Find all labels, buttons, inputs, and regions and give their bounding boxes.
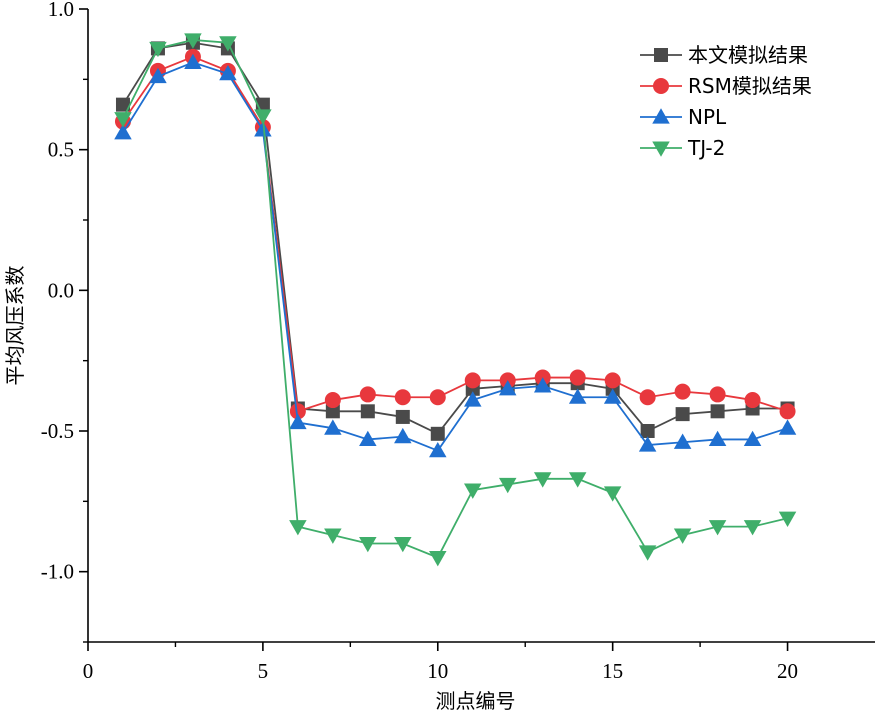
data-point [219, 36, 237, 52]
data-point [394, 389, 411, 406]
data-point [114, 124, 132, 140]
data-point [498, 380, 517, 396]
data-point [603, 486, 622, 502]
data-point [675, 407, 690, 422]
data-point [464, 372, 481, 389]
y-tick-label: 1.0 [48, 0, 74, 21]
data-point [325, 404, 340, 419]
legend-item: 本文模拟结果 [640, 43, 808, 67]
data-point [115, 97, 130, 112]
legend-marker [652, 108, 670, 124]
data-point [640, 424, 655, 438]
data-point [429, 551, 447, 567]
data-point [394, 536, 412, 553]
y-axis-title: 平均风压系数 [3, 266, 27, 386]
legend-marker [653, 78, 669, 94]
y-tick-label: 0.0 [48, 278, 74, 302]
data-point [673, 433, 692, 449]
data-point [464, 391, 482, 407]
data-point [778, 419, 797, 435]
data-point [254, 121, 272, 137]
legend-label: RSM模拟结果 [688, 74, 812, 98]
legend-label: TJ-2 [687, 136, 725, 160]
data-point [394, 427, 412, 444]
x-tick-label: 0 [83, 659, 94, 683]
x-ticks: 0 5 10 15 20 [83, 642, 798, 683]
data-point [114, 112, 132, 128]
data-point [710, 404, 725, 419]
legend-marker [652, 141, 670, 157]
x-tick-label: 5 [258, 659, 269, 683]
data-point [709, 386, 726, 403]
data-point [744, 392, 761, 409]
data-point [324, 528, 342, 544]
data-point [359, 430, 377, 447]
data-point [674, 383, 691, 400]
legend-marker [654, 48, 668, 62]
x-tick-label: 15 [602, 659, 623, 683]
data-point [568, 388, 587, 404]
data-point [604, 372, 621, 389]
data-point [430, 426, 445, 441]
y-tick-label: 0.5 [48, 138, 74, 162]
data-point [603, 388, 622, 404]
axes: 1.0 0.5 0.0 -0.5 -1.0 0 5 10 15 20 [41, 0, 875, 683]
series-3 [114, 53, 797, 458]
data-point [708, 430, 727, 447]
data-point [639, 389, 656, 406]
legend-item: NPL [640, 105, 727, 129]
data-point [498, 477, 517, 494]
data-point [289, 520, 307, 536]
data-point [638, 436, 657, 452]
legend-label: 本文模拟结果 [688, 43, 808, 67]
series-line [122, 39, 788, 559]
legend-item: TJ-2 [640, 136, 725, 160]
data-point [779, 403, 796, 420]
series-line [122, 61, 788, 452]
data-point [289, 403, 306, 420]
data-point [778, 511, 797, 527]
data-point [324, 419, 342, 435]
x-axis-title: 测点编号 [436, 689, 516, 712]
data-point [359, 386, 376, 403]
data-point [254, 109, 272, 125]
series-4 [114, 33, 797, 567]
data-point [429, 389, 446, 406]
series-layer [114, 33, 797, 567]
data-point [184, 53, 202, 70]
y-ticks: 1.0 0.5 0.0 -0.5 -1.0 [41, 0, 88, 643]
data-point [464, 483, 482, 499]
data-point [184, 33, 202, 49]
data-point [149, 67, 167, 84]
data-point [673, 528, 692, 544]
legend: 本文模拟结果 RSM模拟结果 NPL TJ-2 [640, 43, 812, 160]
data-point [219, 64, 237, 81]
data-point [638, 545, 657, 561]
legend-item: RSM模拟结果 [640, 74, 812, 98]
data-point [359, 536, 377, 553]
x-tick-label: 20 [777, 659, 798, 683]
legend-label: NPL [688, 105, 727, 129]
data-point [743, 430, 762, 447]
y-tick-label: -0.5 [41, 419, 74, 443]
data-point [360, 404, 375, 419]
data-point [429, 441, 447, 458]
data-point [533, 472, 552, 488]
series-line [122, 41, 788, 435]
data-point [743, 520, 762, 536]
data-point [569, 369, 586, 386]
x-tick-label: 10 [427, 659, 448, 683]
data-point [568, 472, 587, 488]
data-point [324, 392, 341, 409]
data-point [708, 520, 727, 536]
data-point [533, 377, 552, 393]
data-point [149, 41, 167, 58]
data-point [289, 413, 307, 430]
y-tick-label: -1.0 [41, 560, 74, 584]
data-point [395, 409, 410, 424]
